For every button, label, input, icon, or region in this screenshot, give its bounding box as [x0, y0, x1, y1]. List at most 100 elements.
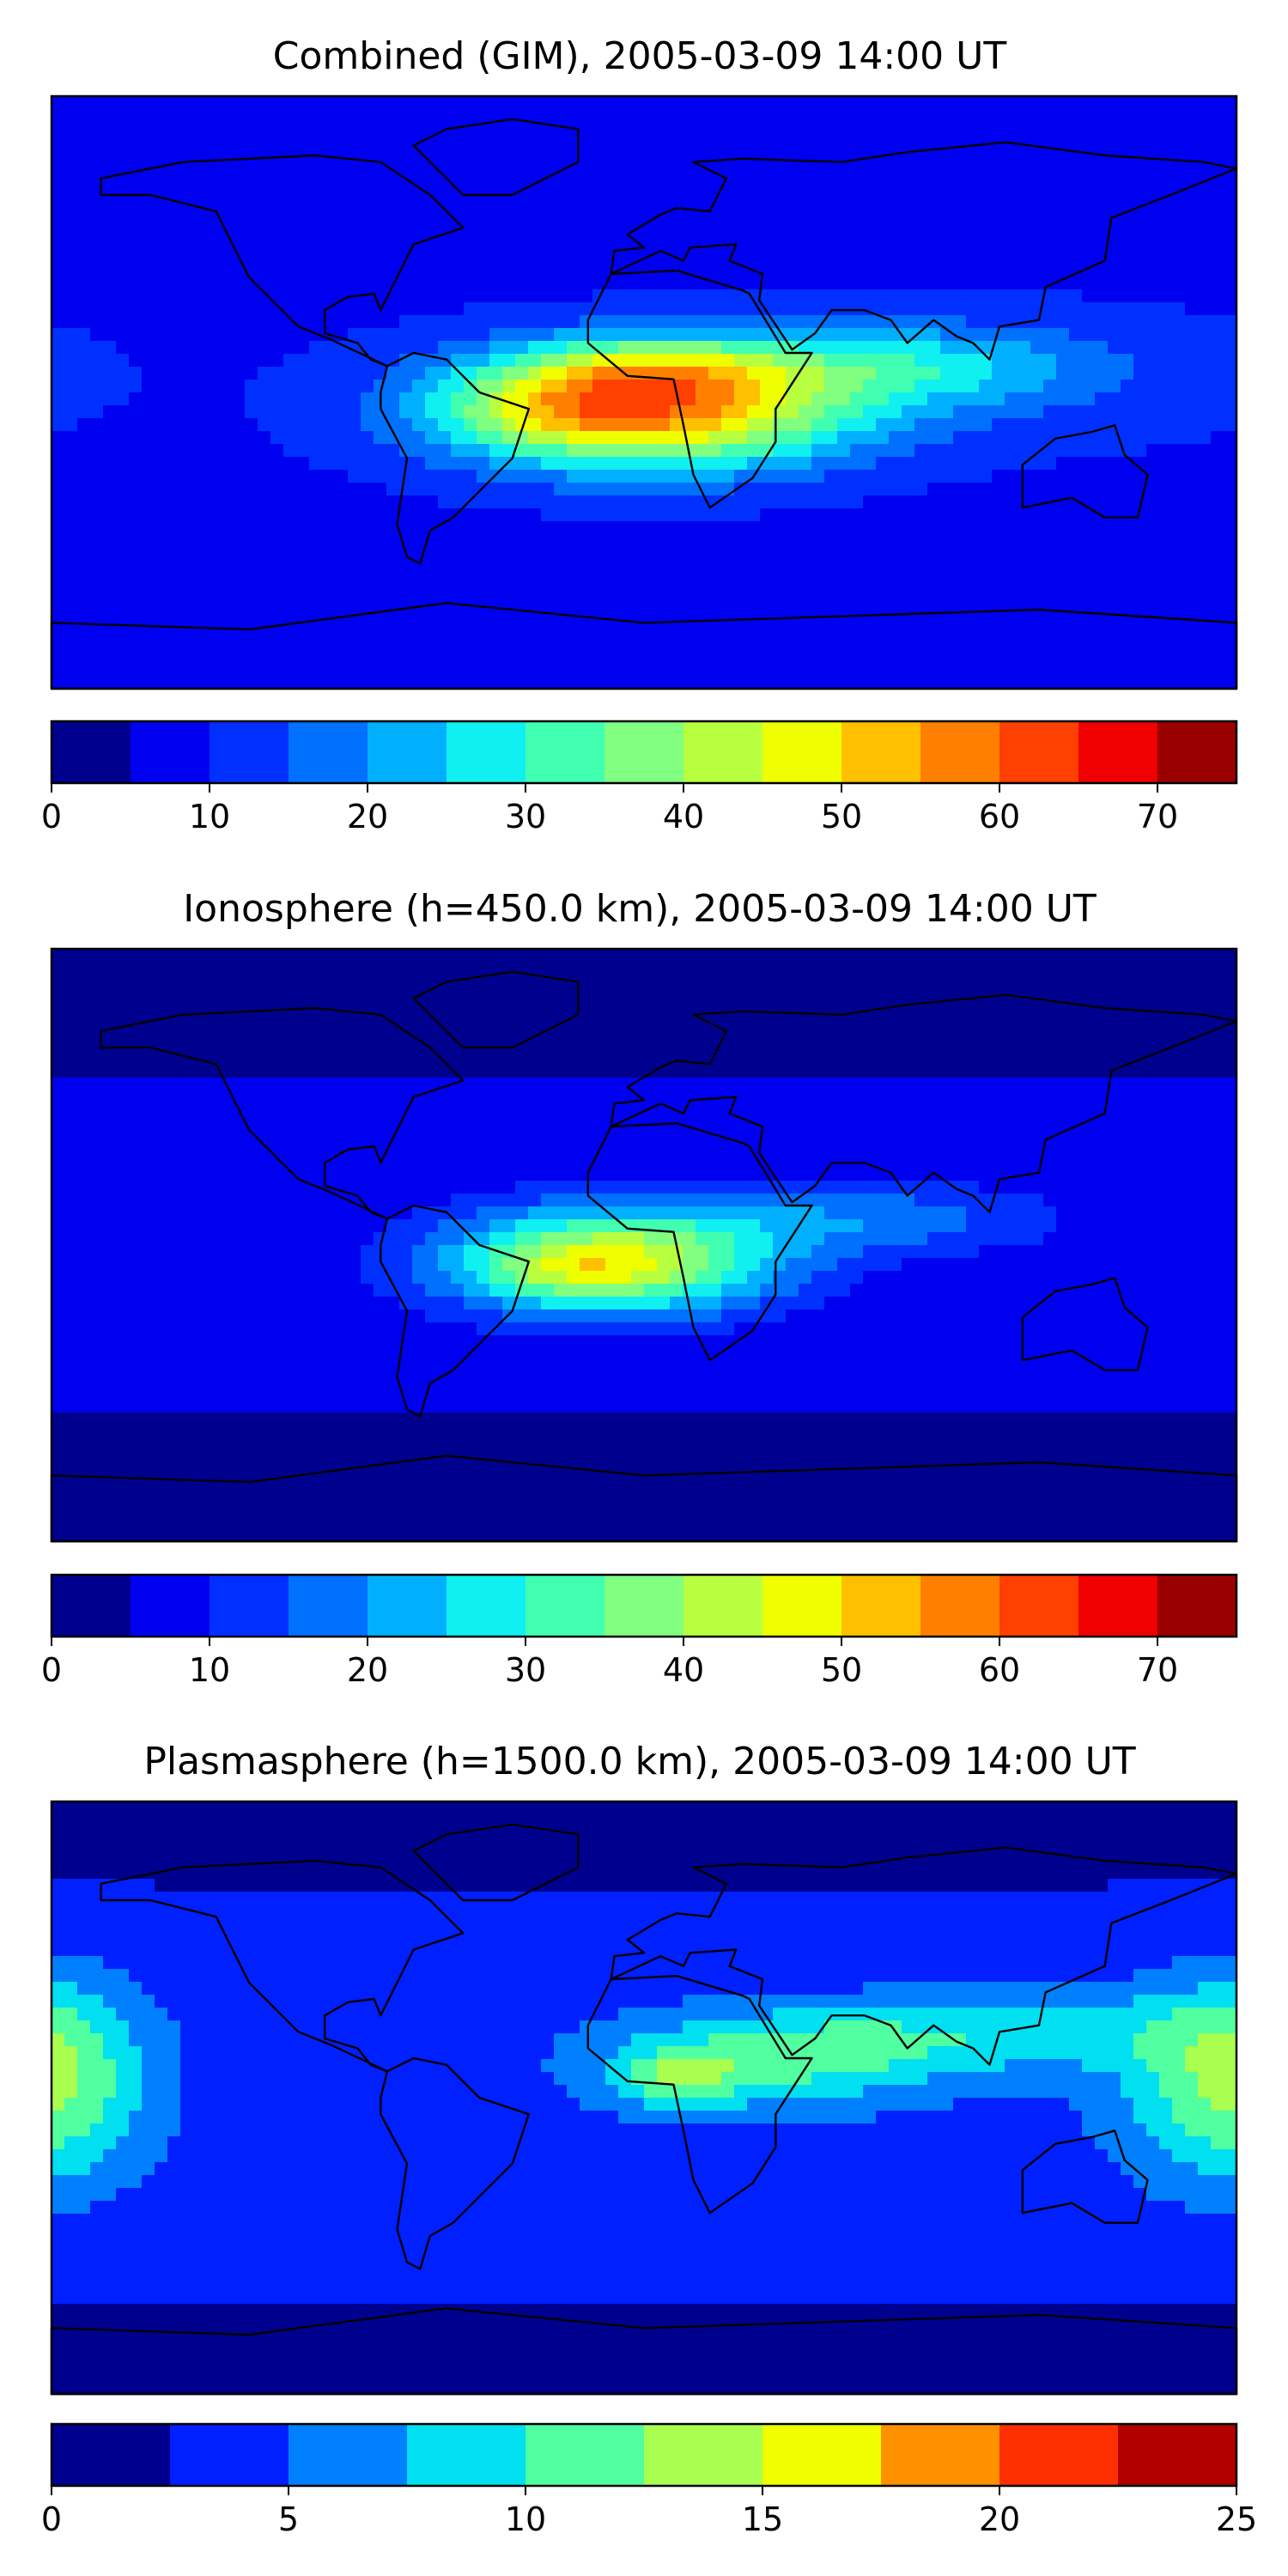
- colorbar-tick-label: 20: [347, 798, 388, 835]
- coastline: [100, 1859, 465, 2073]
- colorbar-segment: [289, 2424, 408, 2486]
- colorbar-segment: [683, 1575, 763, 1637]
- coastline: [610, 993, 1238, 1213]
- map-frame: [50, 947, 1238, 1543]
- map-plot: [50, 1800, 1238, 2396]
- colorbar-segment: [605, 1575, 684, 1637]
- colorbar-segment: [131, 1575, 210, 1637]
- colorbar-segment: [1157, 1575, 1237, 1637]
- colorbar-tick-label: 70: [1137, 798, 1178, 835]
- coastline: [412, 1823, 580, 1902]
- colorbar-segment: [52, 721, 131, 783]
- panel-combined: Combined (GIM), 2005-03-09 14:00 UT 0 10 2…: [41, 34, 1238, 835]
- coastline: [380, 1204, 530, 1418]
- colorbar-tick-label: 10: [505, 2500, 546, 2538]
- colorbar-segment: [1118, 2424, 1237, 2486]
- colorbar-segment: [1078, 1575, 1158, 1637]
- colorbar-segment: [170, 2424, 289, 2486]
- colorbar-segment: [368, 721, 447, 783]
- panel-ionosphere: Ionosphere (h=450.0 km), 2005-03-09 14:0…: [41, 887, 1238, 1689]
- coastline: [610, 1846, 1238, 2066]
- coastline: [586, 270, 813, 509]
- panel-title: Combined (GIM), 2005-03-09 14:00 UT: [273, 34, 1007, 78]
- colorbar-segment: [289, 721, 368, 783]
- colorbar-tick-label: 30: [505, 1651, 546, 1689]
- colorbar-tick-label: 60: [979, 798, 1020, 835]
- colorbar-segment: [1157, 721, 1237, 783]
- colorbar-tick-label: 40: [663, 798, 704, 835]
- colorbar-segment: [762, 721, 842, 783]
- coastline: [1021, 424, 1149, 519]
- colorbar-segment: [920, 1575, 1000, 1637]
- colorbar-segment: [999, 721, 1079, 783]
- tec-field: [52, 1801, 1237, 2395]
- colorbar-segment: [289, 1575, 368, 1637]
- colorbar-segment: [644, 2424, 763, 2486]
- coastline: [586, 1975, 813, 2215]
- colorbar-tick-label: 60: [979, 1651, 1020, 1689]
- colorbar-segment: [210, 1575, 289, 1637]
- colorbar-frame: [50, 720, 1238, 785]
- colorbar-tick-label: 0: [41, 798, 62, 835]
- colorbar: 0 10 20 30 40 50 60 70: [41, 1573, 1238, 1689]
- colorbar-segment: [999, 1575, 1079, 1637]
- tec-field: [52, 949, 1237, 1542]
- panel-title: Plasmasphere (h=1500.0 km), 2005-03-09 1…: [143, 1740, 1135, 1783]
- colorbar-segment: [131, 721, 210, 783]
- colorbar-tick-label: 0: [41, 2500, 62, 2538]
- colorbar-segment: [526, 1575, 605, 1637]
- coastline: [380, 351, 530, 565]
- colorbar-tick-label: 15: [742, 2500, 783, 2538]
- colorbar-tick-label: 50: [821, 1651, 862, 1689]
- tec-field: [52, 96, 1237, 690]
- colorbar-segment: [526, 2424, 645, 2486]
- map-frame: [50, 94, 1238, 690]
- colorbar-tick-label: 10: [189, 1651, 230, 1689]
- coastline: [1021, 2129, 1149, 2224]
- colorbar-segment: [447, 721, 526, 783]
- colorbar-tick-label: 20: [347, 1651, 388, 1689]
- colorbar-tick-label: 5: [278, 2500, 299, 2538]
- colorbar-segment: [683, 721, 763, 783]
- colorbar-segment: [407, 2424, 526, 2486]
- coastline: [100, 154, 465, 368]
- colorbar-segment: [841, 1575, 921, 1637]
- colorbar-segment: [999, 2424, 1119, 2486]
- map-plot: [50, 94, 1238, 690]
- panel-plasmasphere: Plasmasphere (h=1500.0 km), 2005-03-09 1…: [41, 1740, 1257, 2538]
- colorbar-frame: [50, 1573, 1238, 1638]
- colorbar-tick-label: 0: [41, 1651, 62, 1689]
- colorbar-tick-label: 30: [505, 798, 546, 835]
- colorbar: 0 10 20 30 40 50 60 70: [41, 720, 1238, 835]
- colorbar-segment: [762, 1575, 842, 1637]
- coastline: [412, 970, 580, 1049]
- colorbar-segment: [52, 2424, 171, 2486]
- colorbar-tick-label: 20: [979, 2500, 1020, 2538]
- colorbar-segment: [210, 721, 289, 783]
- coastline: [586, 1122, 813, 1362]
- colorbar: 0 5 10 15 20 25: [41, 2422, 1257, 2538]
- colorbar-segment: [526, 721, 605, 783]
- colorbar-segment: [1078, 721, 1158, 783]
- coastline: [380, 2057, 530, 2270]
- colorbar-frame: [50, 2422, 1238, 2488]
- colorbar-tick-label: 10: [189, 798, 230, 835]
- map-plot: [50, 947, 1238, 1543]
- colorbar-segment: [881, 2424, 1000, 2486]
- colorbar-tick-label: 25: [1216, 2500, 1257, 2538]
- coastline: [412, 118, 580, 197]
- colorbar-segment: [447, 1575, 526, 1637]
- colorbar-segment: [368, 1575, 447, 1637]
- map-frame: [50, 1800, 1238, 2396]
- colorbar-tick-label: 50: [821, 798, 862, 835]
- colorbar-segment: [841, 721, 921, 783]
- colorbar-segment: [605, 721, 684, 783]
- coastline: [1021, 1277, 1149, 1371]
- colorbar-segment: [920, 721, 1000, 783]
- colorbar-segment: [762, 2424, 882, 2486]
- colorbar-tick-label: 40: [663, 1651, 704, 1689]
- colorbar-segment: [52, 1575, 131, 1637]
- panel-title: Ionosphere (h=450.0 km), 2005-03-09 14:0…: [183, 887, 1097, 931]
- coastline: [610, 141, 1238, 361]
